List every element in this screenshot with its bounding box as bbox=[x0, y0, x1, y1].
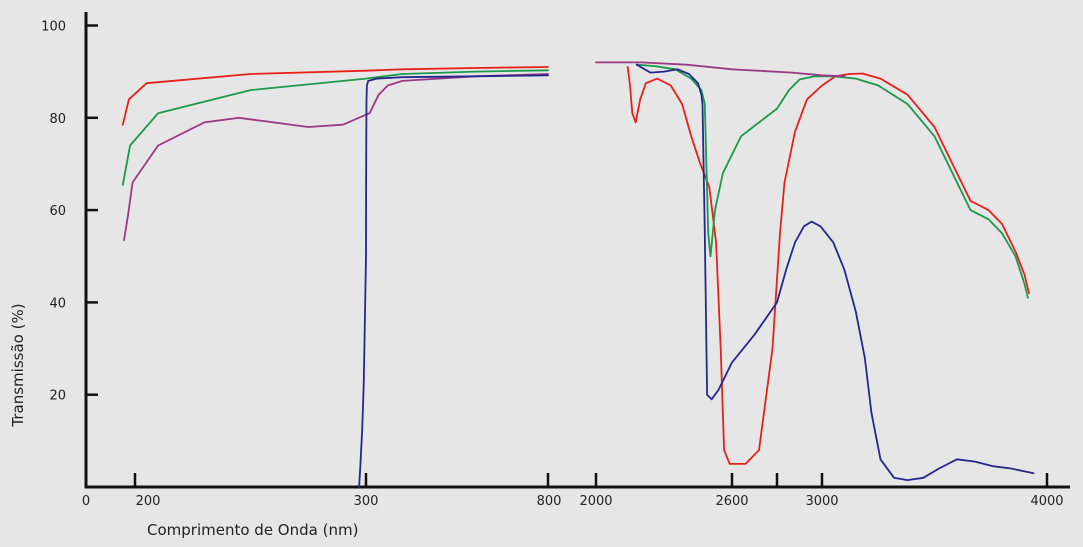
series-3-line-segment-0 bbox=[358, 74, 549, 488]
x-axis-title: Comprimento de Onda (nm) bbox=[147, 521, 358, 539]
x-tick-label: 2000 bbox=[579, 494, 612, 509]
x-tick-label: 200 bbox=[136, 494, 161, 509]
series-2-line-segment-0 bbox=[123, 73, 549, 242]
y-tick-label: 20 bbox=[49, 389, 66, 404]
series-3-line-segment-1 bbox=[635, 63, 1035, 482]
series-2-line-segment-1 bbox=[595, 61, 846, 78]
series-0-line-segment-0 bbox=[121, 66, 549, 126]
x-tick-label: 4000 bbox=[1030, 494, 1063, 509]
y-tick-label: 60 bbox=[49, 204, 66, 219]
series-1-line-segment-0 bbox=[121, 69, 549, 186]
series-0-line-segment-1 bbox=[626, 66, 1030, 465]
x-tick-label: 2600 bbox=[715, 494, 748, 509]
y-axis-title: Transmissão (%) bbox=[9, 303, 27, 427]
x-tick-label: 800 bbox=[537, 494, 562, 509]
y-tick-label: 80 bbox=[49, 112, 66, 127]
series-1-line-segment-1 bbox=[635, 63, 1029, 299]
y-tick-label: 100 bbox=[41, 20, 66, 35]
x-tick-label: 0 bbox=[82, 494, 90, 509]
y-tick-label: 40 bbox=[49, 296, 66, 311]
x-tick-label: 300 bbox=[354, 494, 379, 509]
x-tick-label: 3000 bbox=[805, 494, 838, 509]
